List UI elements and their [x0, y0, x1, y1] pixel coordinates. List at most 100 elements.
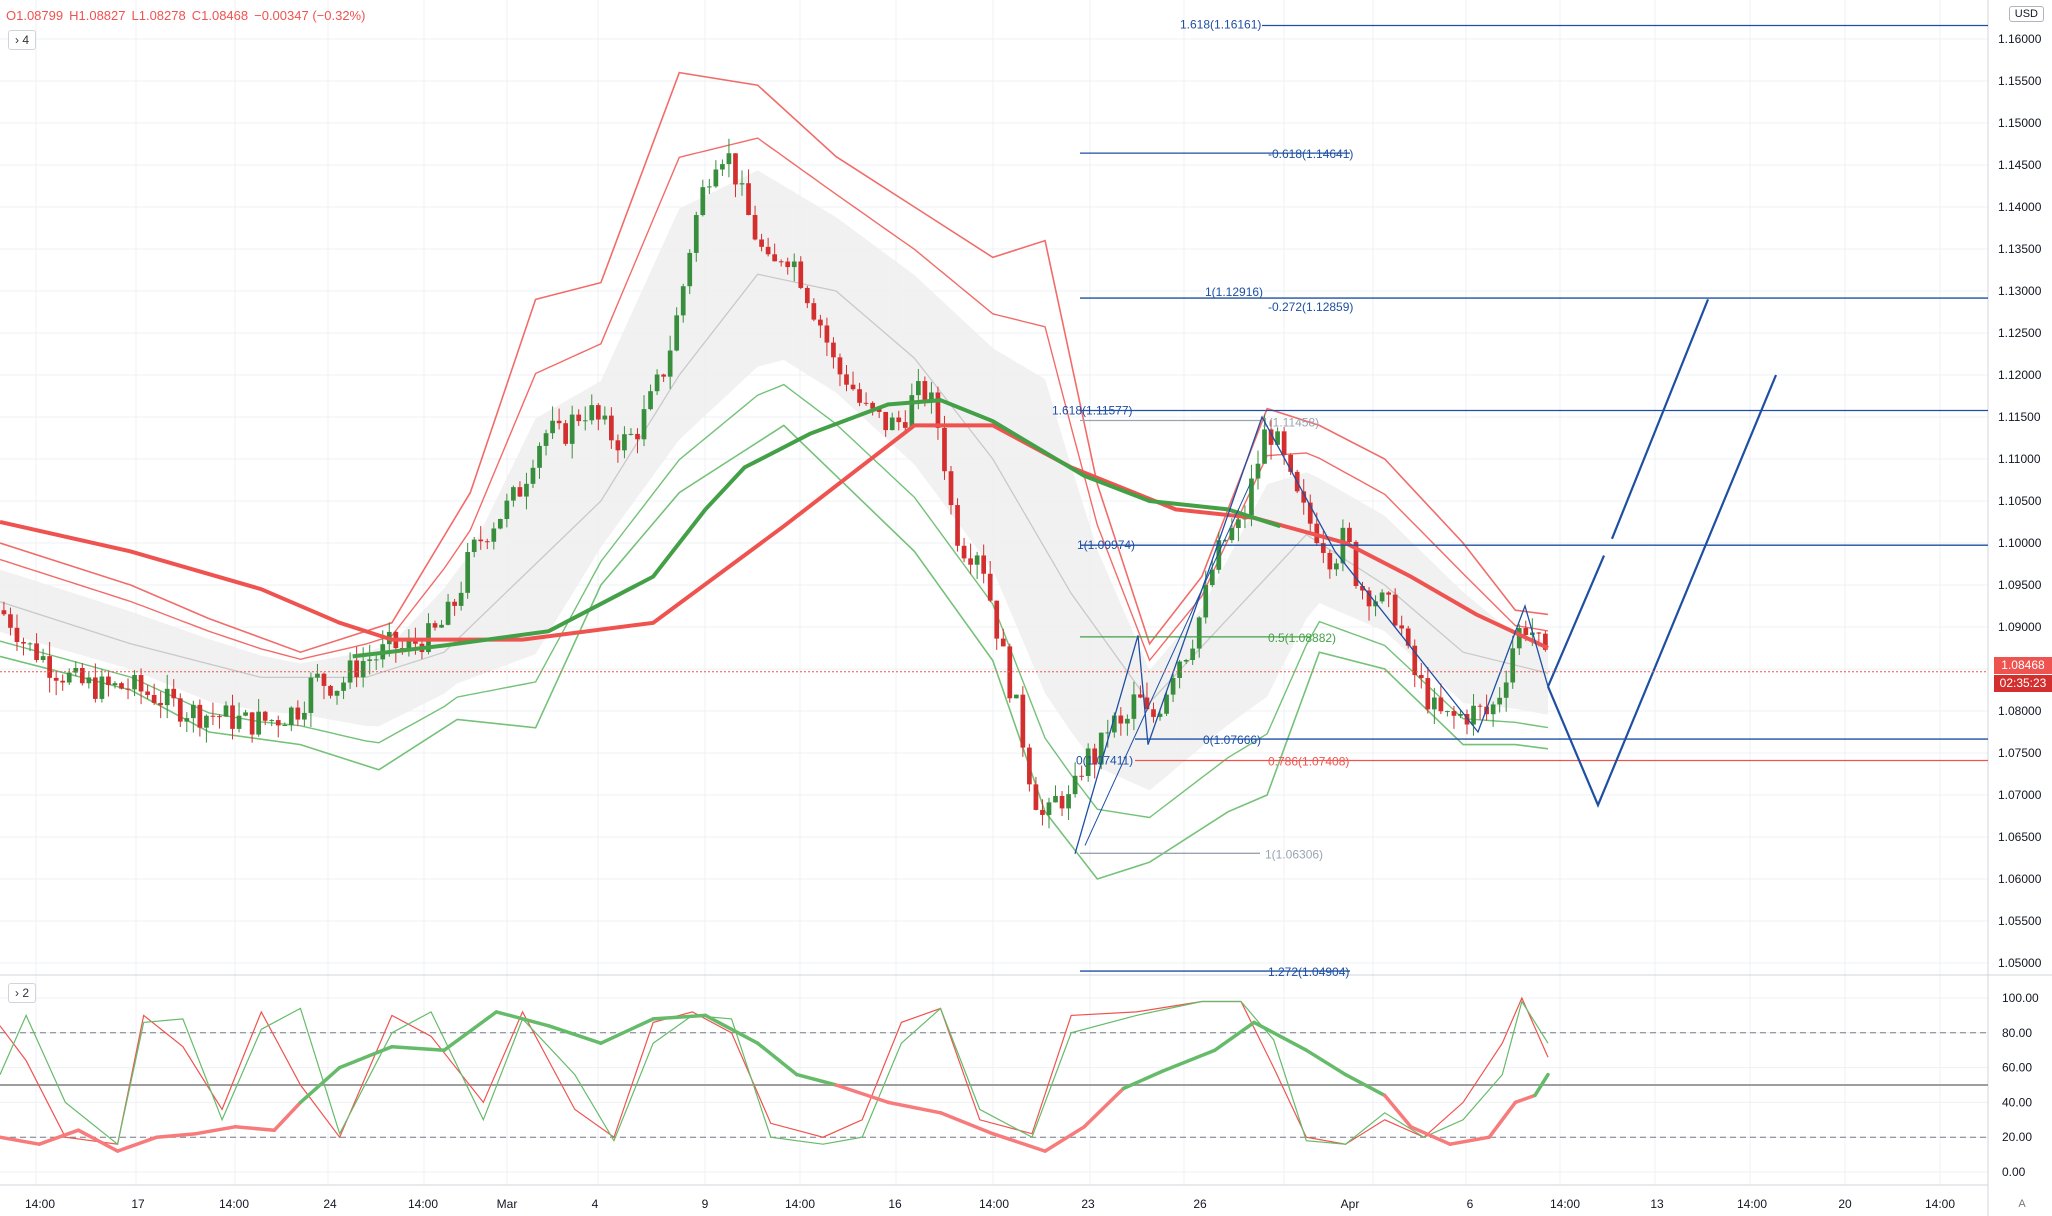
ma-green-line	[353, 400, 1280, 656]
time-tick-label: 14:00	[25, 1197, 55, 1211]
fib-level-label: 1(1.11458)	[1262, 416, 1319, 430]
osc-thick-segment	[601, 1019, 653, 1043]
ma-red-line	[0, 425, 1548, 648]
candle-body	[406, 641, 412, 649]
candle-body	[589, 405, 595, 421]
candle-body	[452, 601, 457, 606]
price-tick-label: 1.12000	[1998, 368, 2042, 382]
candle-body	[994, 600, 1000, 639]
candle-body	[524, 483, 529, 497]
candle-body	[674, 315, 680, 351]
fib-level-label: 0(1.07411)	[1076, 753, 1133, 767]
candle-body	[968, 558, 973, 565]
candle-body	[1477, 705, 1483, 707]
candle-body	[1170, 677, 1176, 695]
candle-body	[458, 592, 464, 606]
candle-body	[275, 720, 281, 726]
candle-body	[445, 601, 451, 625]
osc-thick-segment	[888, 1102, 940, 1112]
candle-body	[1138, 694, 1143, 698]
candle-body	[1347, 527, 1352, 542]
candle-body	[315, 673, 320, 678]
channel-line	[1084, 483, 1251, 846]
price-tick-label: 1.09500	[1998, 578, 2042, 592]
osc-thick-segment	[705, 1015, 757, 1043]
currency-badge[interactable]: USD	[2008, 6, 2044, 22]
ohlc-high: H1.08827	[69, 8, 126, 23]
price-tick-label: 1.13500	[1998, 242, 2042, 256]
price-tick-label: 1.05500	[1998, 914, 2042, 928]
candle-body	[106, 676, 111, 686]
osc-thick-segment	[78, 1130, 117, 1151]
candle-body	[1079, 775, 1084, 777]
candle-body	[576, 414, 582, 422]
osc-slow-green	[0, 1002, 1548, 1145]
candle-body	[609, 415, 614, 441]
candle-body	[1418, 675, 1424, 679]
candle-body	[1425, 678, 1431, 710]
candle-body	[1053, 796, 1058, 803]
candle-body	[465, 552, 471, 593]
candle-body	[262, 711, 268, 721]
osc-thick-segment	[1084, 1089, 1123, 1127]
candle-body	[1262, 429, 1267, 464]
candle-body	[1216, 540, 1222, 570]
candle-body	[844, 374, 849, 385]
candle-body	[615, 440, 621, 451]
fib-level-label: 0.786(1.07408)	[1268, 755, 1349, 769]
oscillator-indicators-toggle[interactable]: › 2	[8, 983, 37, 1003]
bollinger-lower-outer	[0, 425, 1548, 879]
time-tick-label: 14:00	[219, 1197, 249, 1211]
time-tick-label: 24	[323, 1197, 337, 1211]
candle-body	[1438, 697, 1444, 712]
candle-body	[785, 261, 791, 268]
osc-thick-segment	[1515, 1095, 1535, 1102]
candle-body	[550, 420, 555, 434]
osc-thick-segment	[1346, 1075, 1385, 1096]
candle-body	[1236, 519, 1241, 529]
chevron-right-icon: ›	[15, 986, 19, 1000]
time-tick-label: 14:00	[408, 1197, 438, 1211]
auto-scale-button[interactable]: A	[2018, 1198, 2026, 1210]
osc-thick-segment	[39, 1130, 78, 1144]
candle-body	[595, 405, 601, 420]
candle-body	[1000, 638, 1006, 647]
candle-body	[471, 539, 477, 553]
candle-body	[1, 610, 7, 615]
candle-body	[125, 688, 131, 690]
price-tick-label: 1.07500	[1998, 746, 2042, 760]
candle-body	[818, 319, 823, 326]
fib-and-projection-drawings: 1.618(1.16161) -0.618(1.14641) 1(1.12916)-…	[0, 17, 1988, 979]
candle-body	[1523, 628, 1529, 635]
candle-body	[1307, 502, 1313, 524]
osc-thick-segment	[1123, 1071, 1162, 1088]
candle-body	[1405, 628, 1411, 646]
candle-body	[1164, 694, 1169, 714]
candle-body	[929, 392, 934, 401]
candle-body	[1503, 682, 1509, 698]
candle-body	[870, 402, 875, 409]
price-tick-label: 1.10500	[1998, 494, 2042, 508]
candle-body	[1543, 633, 1548, 650]
candle-body	[373, 659, 379, 661]
candle-body	[217, 716, 222, 718]
osc-thick-segment	[836, 1085, 888, 1102]
projection-line	[1610, 298, 1710, 540]
fib-level-label: 1(1.12916)	[1205, 285, 1263, 299]
candle-body	[765, 246, 771, 255]
candle-body	[1386, 592, 1391, 595]
main-indicators-toggle[interactable]: › 4	[8, 30, 37, 50]
candle-body	[321, 673, 327, 686]
osc-thick-segment	[1306, 1050, 1345, 1074]
oscillator-pane	[0, 998, 1988, 1151]
projection-line	[1546, 374, 1778, 808]
candle-body	[243, 712, 248, 716]
osc-thick-segment	[340, 1047, 392, 1068]
price-tick-label: 1.14000	[1998, 200, 2042, 214]
osc-tick-label: 20.00	[2002, 1130, 2032, 1144]
candle-body	[295, 707, 301, 720]
candle-body	[1131, 694, 1137, 719]
candle-body	[798, 261, 804, 288]
price-tick-label: 1.11500	[1998, 410, 2041, 424]
